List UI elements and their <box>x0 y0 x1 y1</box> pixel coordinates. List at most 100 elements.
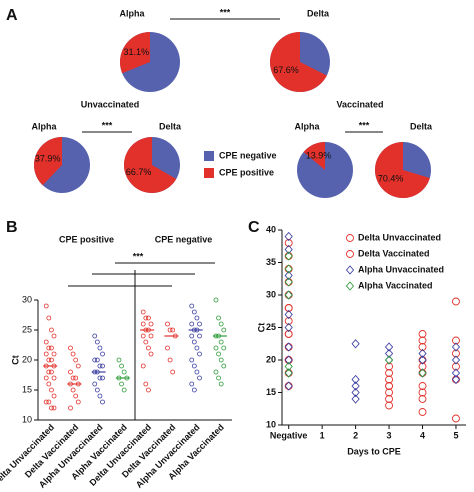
point <box>351 381 360 391</box>
point <box>351 387 360 398</box>
point <box>73 393 79 399</box>
point <box>97 375 103 381</box>
legend-marker <box>346 250 354 258</box>
point <box>146 345 151 351</box>
significance: *** <box>102 120 113 130</box>
point <box>284 343 293 351</box>
group-label: CPE negative <box>155 234 213 244</box>
point <box>97 393 103 399</box>
point <box>418 408 427 416</box>
point <box>284 304 293 312</box>
point <box>46 399 52 405</box>
point <box>70 375 76 381</box>
point <box>284 291 293 299</box>
point <box>213 345 219 351</box>
point <box>43 399 49 405</box>
point <box>73 375 79 381</box>
point <box>418 336 427 345</box>
point <box>351 339 360 349</box>
value-label: 31.1% <box>124 47 150 57</box>
point <box>284 309 293 320</box>
point <box>351 374 360 385</box>
point <box>43 351 49 357</box>
point <box>49 357 54 363</box>
point <box>284 382 293 390</box>
point <box>92 333 98 339</box>
y-tick-label: 15 <box>266 387 276 397</box>
point <box>197 321 202 327</box>
point <box>148 333 154 339</box>
pie-label: Delta <box>307 8 330 18</box>
point <box>189 357 195 363</box>
point <box>385 375 394 384</box>
point <box>284 277 293 287</box>
point <box>452 297 460 306</box>
y-tick-label: 20 <box>22 354 32 364</box>
point <box>194 345 200 351</box>
point <box>197 351 202 357</box>
point <box>284 317 293 325</box>
point <box>46 345 52 351</box>
point <box>43 375 49 381</box>
point <box>284 251 293 261</box>
point <box>51 333 57 339</box>
legend-label: Alpha Unvaccinated <box>358 264 444 274</box>
point <box>418 382 427 390</box>
x-tick-label: 3 <box>387 430 392 440</box>
point <box>100 375 105 381</box>
point <box>194 315 200 321</box>
value-label: 70.4% <box>378 174 404 184</box>
point <box>284 368 293 378</box>
pie-slice <box>375 142 430 199</box>
point <box>221 345 227 351</box>
point <box>94 339 100 345</box>
point <box>43 303 49 309</box>
value-label: 13.9% <box>306 150 332 160</box>
point <box>418 355 427 365</box>
point <box>68 345 73 351</box>
point <box>189 321 195 327</box>
point <box>284 244 293 255</box>
point <box>189 381 195 387</box>
point <box>452 349 460 358</box>
point <box>418 388 427 397</box>
pie-label: Alpha <box>31 121 57 131</box>
point <box>284 239 293 247</box>
point <box>100 399 105 405</box>
point <box>49 345 54 351</box>
point <box>418 348 427 359</box>
point <box>92 381 98 387</box>
pie-slice <box>120 32 150 74</box>
point <box>284 330 293 338</box>
point <box>143 381 149 387</box>
point <box>451 368 461 378</box>
point <box>43 339 49 345</box>
legend-marker <box>346 234 354 242</box>
point <box>284 381 293 391</box>
point <box>75 399 81 405</box>
point <box>94 387 100 393</box>
point <box>418 362 427 371</box>
point <box>452 362 460 371</box>
point <box>97 363 103 369</box>
y-tick-label: 25 <box>22 324 32 334</box>
point <box>51 375 57 381</box>
point <box>213 297 219 303</box>
point <box>170 369 176 375</box>
y-axis-label: Ct <box>10 355 20 365</box>
point <box>167 357 173 363</box>
y-tick-label: 10 <box>22 414 32 424</box>
point <box>284 231 293 242</box>
point <box>51 405 57 411</box>
point <box>284 322 293 333</box>
x-tick-label: 5 <box>453 430 458 440</box>
point <box>451 355 461 365</box>
group-title: Unvaccinated <box>81 99 140 109</box>
point <box>100 363 105 369</box>
point <box>216 351 221 357</box>
point <box>49 405 54 411</box>
point <box>452 336 460 345</box>
pie-slice <box>303 142 325 170</box>
point <box>191 339 197 345</box>
